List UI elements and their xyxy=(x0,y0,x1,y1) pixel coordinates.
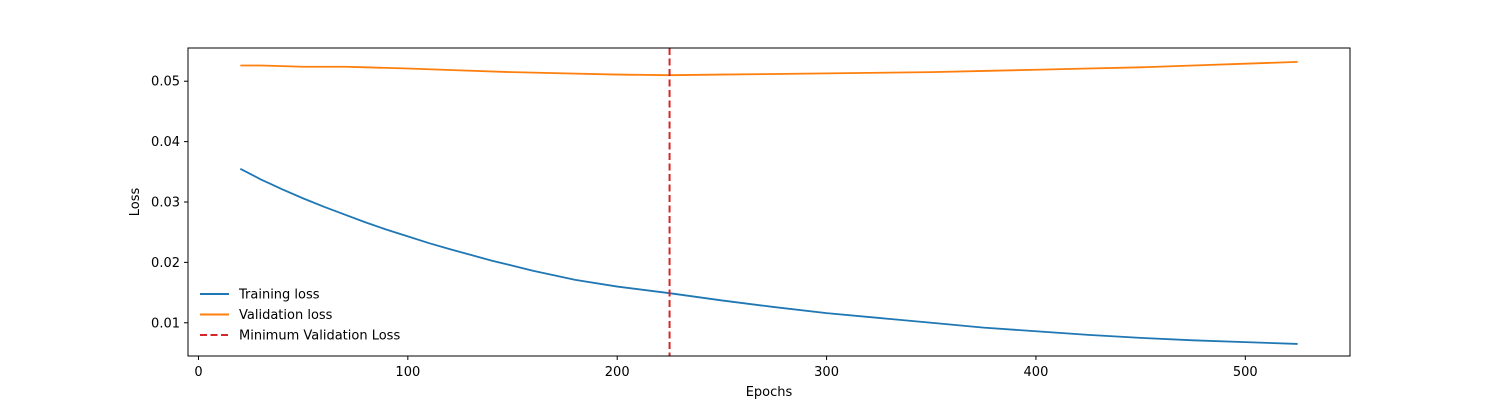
validation-loss-line xyxy=(240,60,1298,77)
x-tick-label: 200 xyxy=(605,365,630,380)
axes-frame xyxy=(187,47,1351,357)
x-tick-label: 400 xyxy=(1024,365,1049,380)
y-tick-label: 0.02 xyxy=(151,256,180,271)
x-tick-label: 100 xyxy=(395,365,420,380)
x-tick-label: 300 xyxy=(814,365,839,380)
legend-label: Training loss xyxy=(238,288,320,303)
y-axis-ticks: 0.01 0.02 0.03 0.04 0.05 xyxy=(151,75,188,331)
training-loss-line xyxy=(239,167,1298,345)
legend-label: Validation loss xyxy=(239,308,333,323)
y-tick-label: 0.01 xyxy=(151,316,180,331)
legend-label: Minimum Validation Loss xyxy=(239,329,400,344)
x-tick-label: 0 xyxy=(194,365,202,380)
y-tick-label: 0.04 xyxy=(151,135,180,150)
y-axis-label: Loss xyxy=(128,188,143,217)
y-tick-label: 0.03 xyxy=(151,196,180,211)
legend: Training loss Validation loss Minimum Vali… xyxy=(200,288,400,344)
x-tick-label: 500 xyxy=(1233,365,1258,380)
x-axis-label: Epochs xyxy=(746,385,793,400)
y-tick-label: 0.05 xyxy=(151,75,180,90)
x-axis-ticks: 0 100 200 300 400 500 xyxy=(194,356,1258,380)
series-lines xyxy=(239,48,1298,356)
